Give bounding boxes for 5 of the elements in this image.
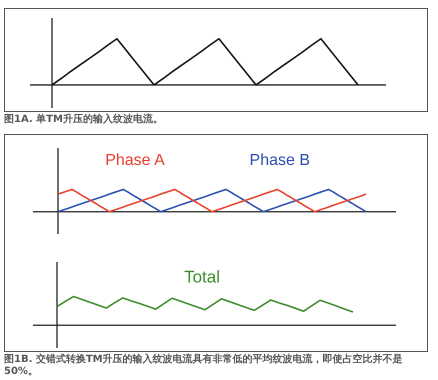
caption: 图1B. 交错式转换TM升压的输入纹波电流具有非常低的平均纹波电流，即使占空比并不是50%。	[4, 354, 404, 378]
series-label: Phase A	[105, 152, 166, 169]
caption: 图1A. 单TM升压的输入纹波电流。	[4, 114, 164, 126]
series-label: Phase B	[250, 152, 310, 169]
series-label: Total	[184, 268, 220, 287]
